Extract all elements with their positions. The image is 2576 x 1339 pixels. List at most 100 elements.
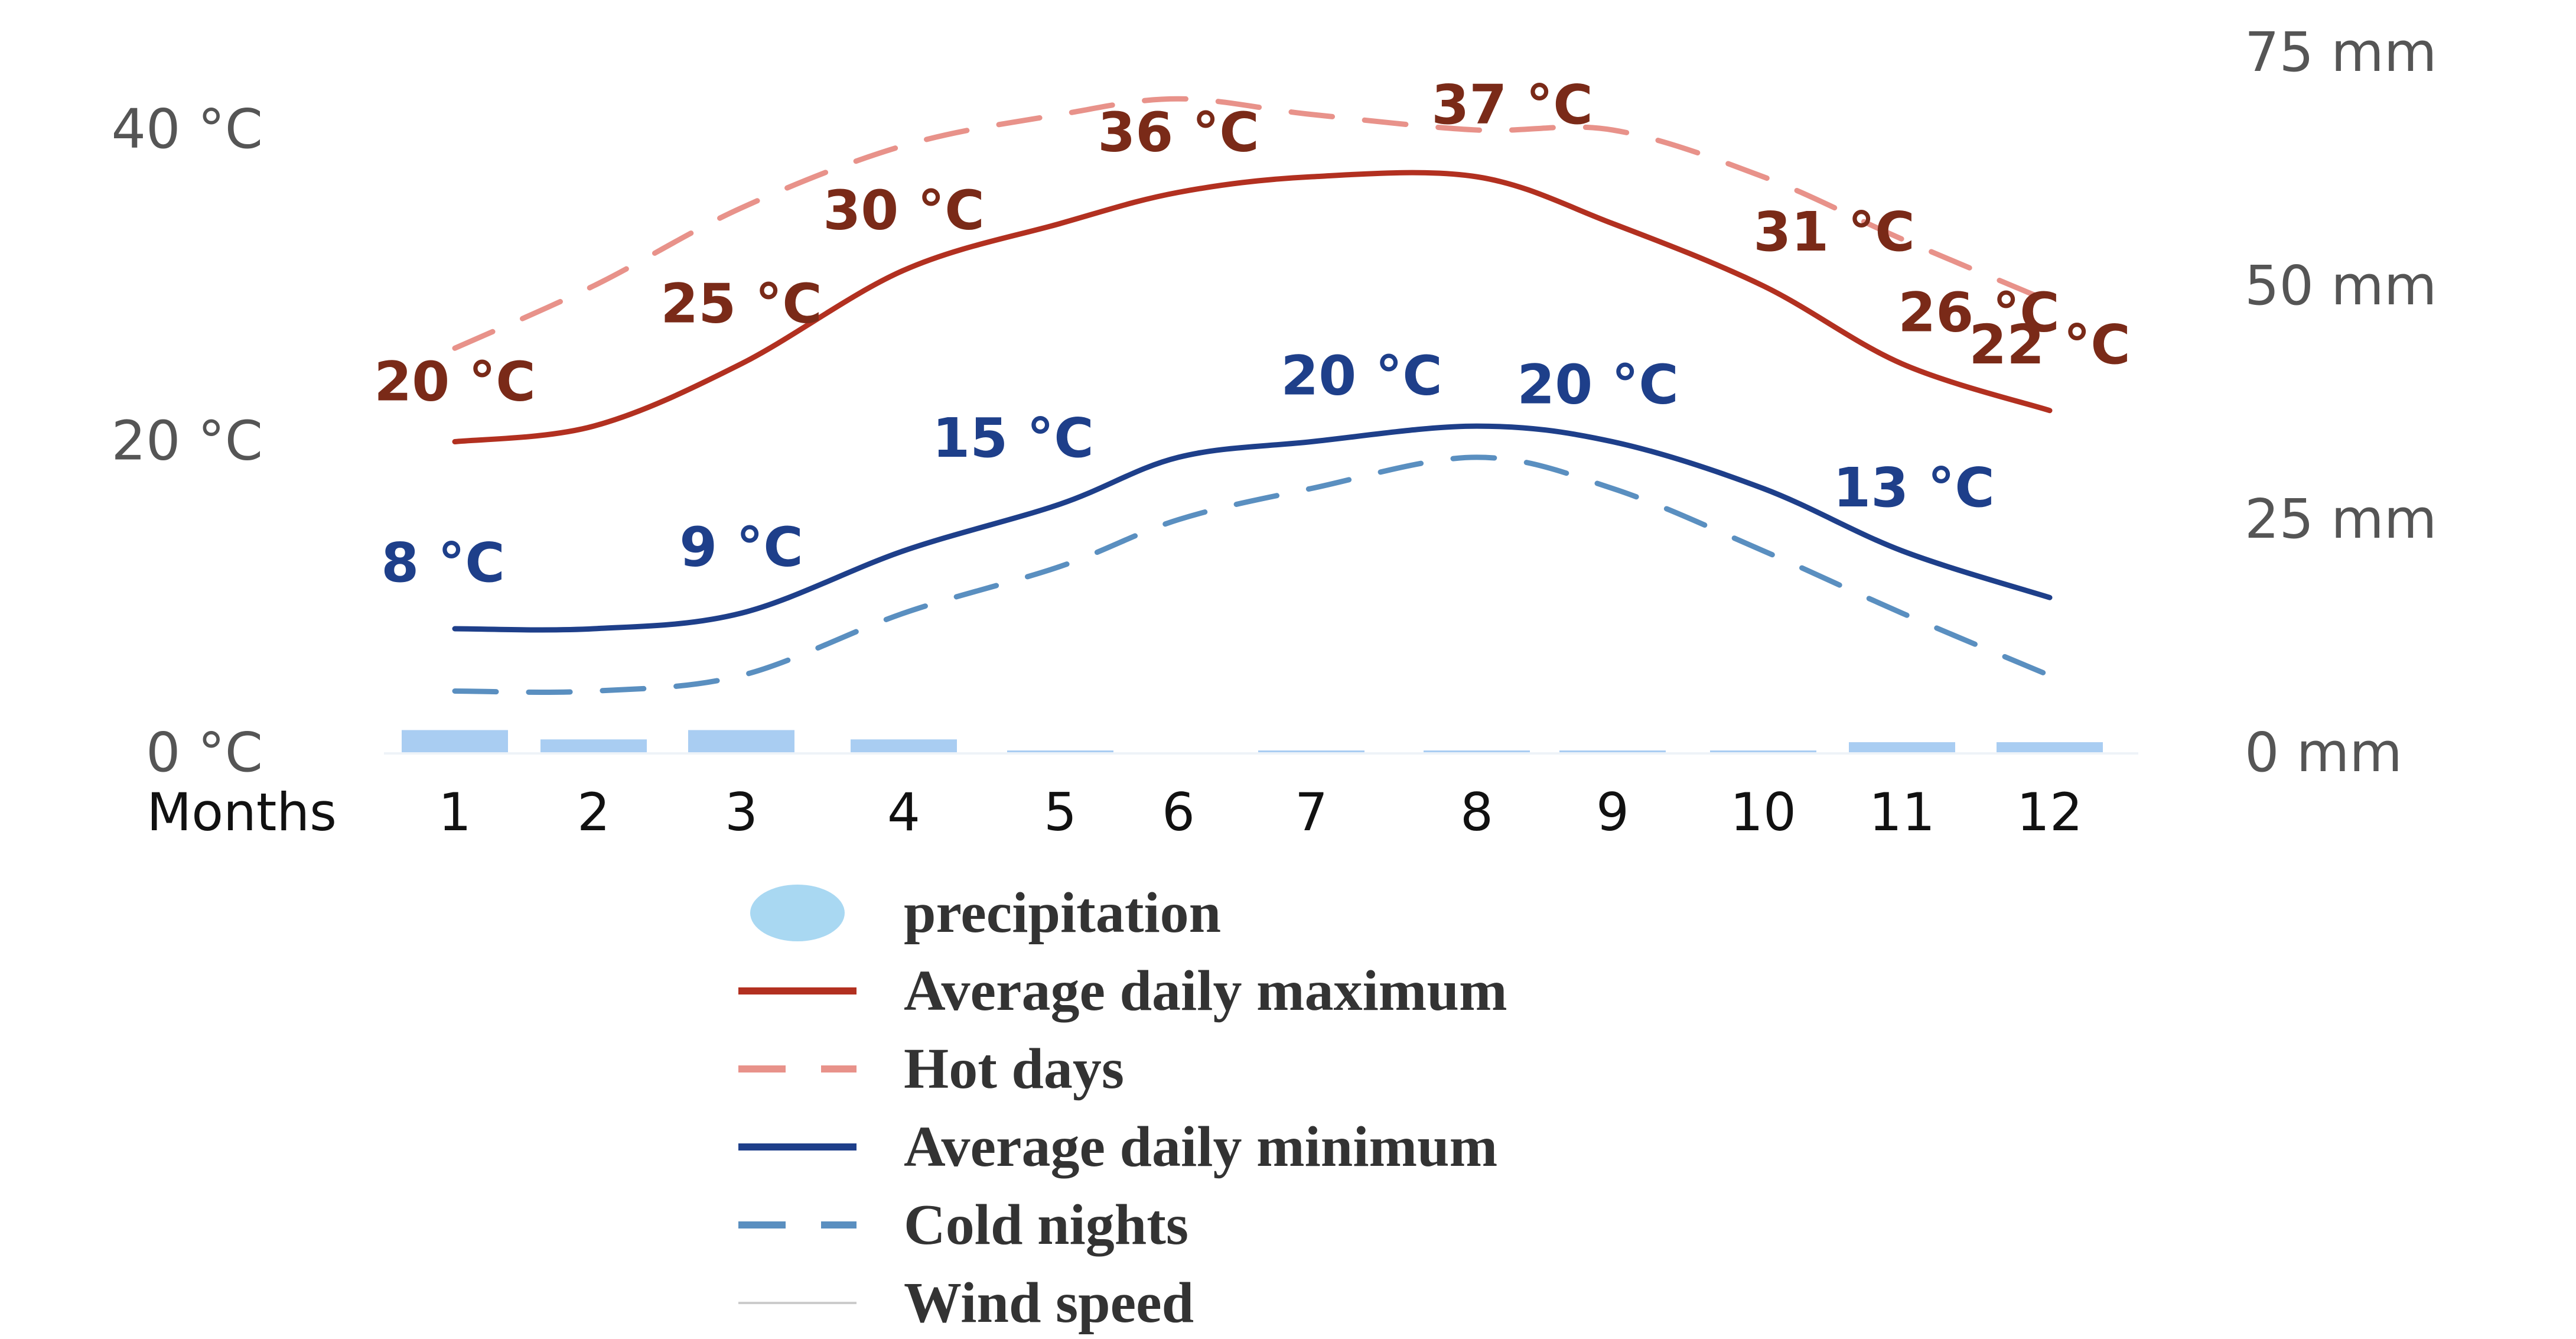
y-right-tick-0: 0 mm bbox=[2245, 721, 2402, 784]
x-tick-month-6: 6 bbox=[1162, 782, 1195, 843]
series-line-average-daily-maximum bbox=[452, 170, 2053, 444]
point-average-daily-minimum-month-4 bbox=[903, 550, 905, 552]
x-tick-month-1: 1 bbox=[438, 782, 471, 843]
legend-item-average-daily-minimum: Average daily minimum bbox=[738, 1115, 1497, 1179]
point-average-daily-minimum-month-1 bbox=[454, 628, 456, 630]
point-average-daily-maximum-month-9 bbox=[1611, 222, 1614, 225]
legend: precipitation Average daily maximum Hot da… bbox=[738, 881, 1507, 1335]
data-label-average-daily-minimum-month-9: 20 °C bbox=[1517, 353, 1679, 417]
y-right-tick-75: 75 mm bbox=[2245, 21, 2437, 84]
point-cold-nights-month-5 bbox=[1059, 566, 1061, 568]
point-cold-nights-month-6 bbox=[1177, 518, 1180, 521]
point-average-daily-maximum-month-1 bbox=[454, 441, 456, 443]
legend-marker-precipitation bbox=[750, 885, 845, 941]
precipitation-bar-month-12 bbox=[1997, 742, 2103, 753]
legend-label-wind-speed: Wind speed bbox=[904, 1271, 1194, 1335]
point-cold-nights-month-2 bbox=[592, 690, 595, 693]
point-cold-nights-month-4 bbox=[903, 612, 905, 615]
x-tick-month-3: 3 bbox=[725, 782, 758, 843]
precipitation-bar-month-4 bbox=[851, 739, 957, 753]
point-average-daily-maximum-month-12 bbox=[2049, 410, 2051, 412]
point-hot-days-month-5 bbox=[1059, 113, 1061, 116]
point-average-daily-maximum-month-11 bbox=[1901, 363, 1903, 365]
point-average-daily-maximum-month-6 bbox=[1177, 191, 1180, 194]
point-hot-days-month-1 bbox=[454, 347, 456, 349]
precipitation-bar-month-7 bbox=[1258, 750, 1364, 753]
data-label-average-daily-minimum-month-3: 9 °C bbox=[679, 516, 803, 579]
precipitation-bar-month-8 bbox=[1424, 750, 1530, 753]
precipitation-bar-month-10 bbox=[1710, 750, 1816, 753]
point-average-daily-minimum-month-2 bbox=[592, 628, 595, 630]
data-label-average-daily-maximum-month-1: 20 °C bbox=[374, 350, 536, 414]
point-average-daily-maximum-month-10 bbox=[1762, 285, 1764, 287]
data-label-average-daily-maximum-month-4: 30 °C bbox=[823, 178, 985, 242]
point-hot-days-month-3 bbox=[740, 207, 742, 209]
legend-label-precipitation: precipitation bbox=[904, 881, 1221, 945]
point-cold-nights-month-3 bbox=[740, 674, 742, 677]
x-tick-month-8: 8 bbox=[1460, 782, 1493, 843]
data-label-average-daily-minimum-month-1: 8 °C bbox=[381, 531, 505, 594]
legend-label-hot-days: Hot days bbox=[904, 1037, 1124, 1101]
point-average-daily-minimum-month-6 bbox=[1177, 456, 1180, 459]
data-label-average-daily-maximum-month-3: 25 °C bbox=[660, 272, 822, 336]
legend-item-average-daily-maximum: Average daily maximum bbox=[738, 959, 1507, 1023]
point-cold-nights-month-1 bbox=[454, 690, 456, 693]
x-tick-month-11: 11 bbox=[1869, 782, 1935, 843]
axes: 0 °C 20 °C 40 °C 0 mm 25 mm 50 mm 75 mm Months 1… bbox=[111, 21, 2437, 843]
point-average-daily-minimum-month-12 bbox=[2049, 596, 2051, 599]
precipitation-bar-month-11 bbox=[1849, 742, 1955, 753]
data-label-average-daily-maximum-month-11: 26 °C bbox=[1898, 281, 2060, 344]
point-cold-nights-month-9 bbox=[1611, 488, 1614, 490]
data-label-average-daily-minimum-month-11: 13 °C bbox=[1833, 456, 1995, 519]
x-tick-month-9: 9 bbox=[1596, 782, 1629, 843]
series-line-average-daily-minimum bbox=[452, 423, 2053, 633]
point-average-daily-maximum-month-3 bbox=[740, 363, 742, 365]
legend-label-cold-nights: Cold nights bbox=[904, 1193, 1188, 1257]
point-cold-nights-month-11 bbox=[1901, 612, 1903, 615]
data-label-average-daily-minimum-month-5: 15 °C bbox=[932, 407, 1094, 470]
point-average-daily-maximum-month-4 bbox=[903, 269, 905, 271]
legend-item-cold-nights: Cold nights bbox=[738, 1193, 1188, 1257]
point-cold-nights-month-10 bbox=[1762, 550, 1764, 552]
x-tick-month-10: 10 bbox=[1730, 782, 1796, 843]
point-average-daily-minimum-month-5 bbox=[1059, 503, 1061, 505]
data-label-average-daily-maximum-month-6: 36 °C bbox=[1098, 101, 1259, 164]
series-lines bbox=[452, 96, 2053, 695]
series-line-hot-days bbox=[452, 96, 2053, 351]
y-left-tick-0: 0 °C bbox=[146, 721, 263, 784]
legend-label-average-daily-maximum: Average daily maximum bbox=[904, 959, 1507, 1023]
data-label-average-daily-maximum-month-8: 37 °C bbox=[1431, 73, 1593, 136]
point-cold-nights-month-12 bbox=[2049, 674, 2051, 677]
data-labels: 20 °C 25 °C30 °C 36 °C 37 °C 31 °C 26 °C22 °C… bbox=[374, 73, 2131, 594]
x-tick-month-2: 2 bbox=[577, 782, 610, 843]
point-hot-days-month-4 bbox=[903, 144, 905, 147]
data-label-average-daily-maximum-month-12: 22 °C bbox=[1969, 313, 2131, 376]
x-tick-month-5: 5 bbox=[1044, 782, 1077, 843]
point-average-daily-minimum-month-7 bbox=[1310, 441, 1313, 443]
x-tick-month-4: 4 bbox=[887, 782, 920, 843]
data-label-average-daily-maximum-month-10: 31 °C bbox=[1753, 200, 1915, 264]
x-tick-month-7: 7 bbox=[1295, 782, 1328, 843]
precipitation-bar-month-3 bbox=[688, 730, 794, 753]
x-axis-label: Months bbox=[146, 782, 337, 843]
legend-item-wind-speed: Wind speed bbox=[738, 1271, 1194, 1335]
precipitation-bar-month-2 bbox=[540, 739, 647, 753]
precipitation-bars bbox=[402, 730, 2103, 753]
point-average-daily-minimum-month-8 bbox=[1476, 425, 1478, 427]
point-average-daily-minimum-month-10 bbox=[1762, 488, 1764, 490]
point-average-daily-maximum-month-2 bbox=[592, 425, 595, 427]
y-right-tick-50: 50 mm bbox=[2245, 254, 2437, 317]
y-right-tick-25: 25 mm bbox=[2245, 488, 2437, 551]
point-hot-days-month-2 bbox=[592, 285, 595, 287]
legend-label-average-daily-minimum: Average daily minimum bbox=[904, 1115, 1497, 1179]
point-hot-days-month-7 bbox=[1310, 113, 1313, 116]
point-average-daily-minimum-month-3 bbox=[740, 612, 742, 615]
point-hot-days-month-9 bbox=[1611, 129, 1614, 131]
legend-item-hot-days: Hot days bbox=[738, 1037, 1124, 1101]
point-cold-nights-month-7 bbox=[1310, 488, 1313, 490]
point-average-daily-maximum-month-7 bbox=[1310, 176, 1313, 178]
series-line-cold-nights bbox=[452, 454, 2053, 695]
point-hot-days-month-6 bbox=[1177, 98, 1180, 100]
x-tick-month-12: 12 bbox=[2017, 782, 2083, 843]
